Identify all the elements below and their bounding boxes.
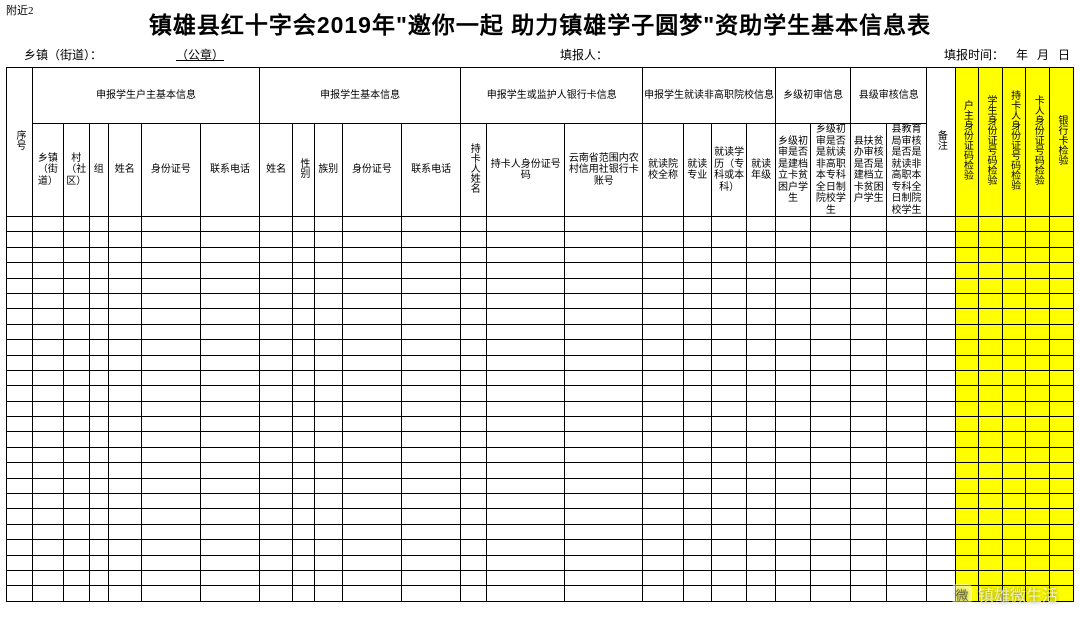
col-check-2: 学生身份证号码检验 xyxy=(979,68,1003,217)
table-row xyxy=(7,524,1074,539)
col-grade: 就读年级 xyxy=(747,124,775,217)
col-hphone: 联系电话 xyxy=(200,124,259,217)
table-row xyxy=(7,386,1074,401)
grp-county-audit: 县级审核信息 xyxy=(851,68,927,124)
table-row xyxy=(7,232,1074,247)
page-title: 镇雄县红十字会2019年"邀你一起 助力镇雄学子圆梦"资助学生基本信息表 xyxy=(6,6,1074,40)
table-row xyxy=(7,478,1074,493)
reporter-label: 填报人： xyxy=(560,48,608,62)
col-remark: 备注 xyxy=(927,68,955,217)
col-taudit2: 乡级初审是否是就读非高职本专科全日制院校学生 xyxy=(811,124,851,217)
col-cardno: 云南省范围内农村信用社银行卡账号 xyxy=(565,124,643,217)
date-d: 日 xyxy=(1058,48,1070,62)
table-row xyxy=(7,247,1074,262)
town-label: 乡镇（街道）： xyxy=(24,48,102,62)
table-row xyxy=(7,570,1074,585)
col-seq: 序号 xyxy=(7,68,33,217)
table-row xyxy=(7,340,1074,355)
col-taudit1: 乡级初审是否是建档立卡贫困户学生 xyxy=(775,124,810,217)
table-row xyxy=(7,447,1074,462)
col-major: 就读专业 xyxy=(683,124,711,217)
info-row: 乡镇（街道）： （公章） 填报人： 填报时间： 年 月 日 xyxy=(6,46,1074,67)
col-check-5: 银行卡检验 xyxy=(1050,68,1074,217)
corner-note: 附近2 xyxy=(6,2,34,18)
table-row xyxy=(7,494,1074,509)
col-group: 组 xyxy=(89,124,108,217)
col-check-3: 持卡人身份证号码检验 xyxy=(1002,68,1026,217)
col-caudit1: 县扶贫办审核是否是建档立卡贫困户学生 xyxy=(851,124,886,217)
table-row xyxy=(7,217,1074,232)
col-eth: 族别 xyxy=(314,124,342,217)
grp-bank: 申报学生或监护人银行卡信息 xyxy=(461,68,643,124)
table-row xyxy=(7,432,1074,447)
table-row xyxy=(7,324,1074,339)
table-row xyxy=(7,293,1074,308)
grp-school: 申报学生就读非高职院校信息 xyxy=(643,68,775,124)
col-village: 村（社区） xyxy=(63,124,89,217)
col-hname: 姓名 xyxy=(108,124,141,217)
main-table: 序号 申报学生户主基本信息 申报学生基本信息 申报学生或监护人银行卡信息 申报学… xyxy=(6,67,1074,602)
table-row xyxy=(7,263,1074,278)
date-label: 填报时间： xyxy=(944,48,1004,62)
col-cardname: 持卡人姓名 xyxy=(461,124,487,217)
date-y: 年 xyxy=(1016,48,1028,62)
table-row xyxy=(7,417,1074,432)
col-caudit2: 县教育局审核是否是就读非高职本专科全日制院校学生 xyxy=(886,124,926,217)
col-town: 乡镇（街道） xyxy=(33,124,64,217)
col-check-4: 卡人身份证号码检验 xyxy=(1026,68,1050,217)
col-sid: 身份证号 xyxy=(342,124,401,217)
col-cardid: 持卡人身份证号码 xyxy=(487,124,565,217)
grp-household: 申报学生户主基本信息 xyxy=(33,68,260,124)
table-row xyxy=(7,463,1074,478)
col-hid: 身份证号 xyxy=(141,124,200,217)
table-row xyxy=(7,509,1074,524)
table-row xyxy=(7,586,1074,601)
table-row xyxy=(7,278,1074,293)
col-sex: 性别 xyxy=(293,124,314,217)
table-row xyxy=(7,355,1074,370)
col-school: 就读院校全称 xyxy=(643,124,683,217)
col-check-1: 户主身份证码检验 xyxy=(955,68,979,217)
seal-label: （公章） xyxy=(176,46,224,63)
table-row xyxy=(7,401,1074,416)
table-row xyxy=(7,370,1074,385)
col-sname: 姓名 xyxy=(260,124,293,217)
date-m: 月 xyxy=(1037,48,1049,62)
grp-student: 申报学生基本信息 xyxy=(260,68,461,124)
table-row xyxy=(7,309,1074,324)
grp-town-audit: 乡级初审信息 xyxy=(775,68,851,124)
table-row xyxy=(7,540,1074,555)
col-sphone: 联系电话 xyxy=(402,124,461,217)
table-row xyxy=(7,555,1074,570)
col-degree: 就读学历（专科或本科） xyxy=(711,124,746,217)
